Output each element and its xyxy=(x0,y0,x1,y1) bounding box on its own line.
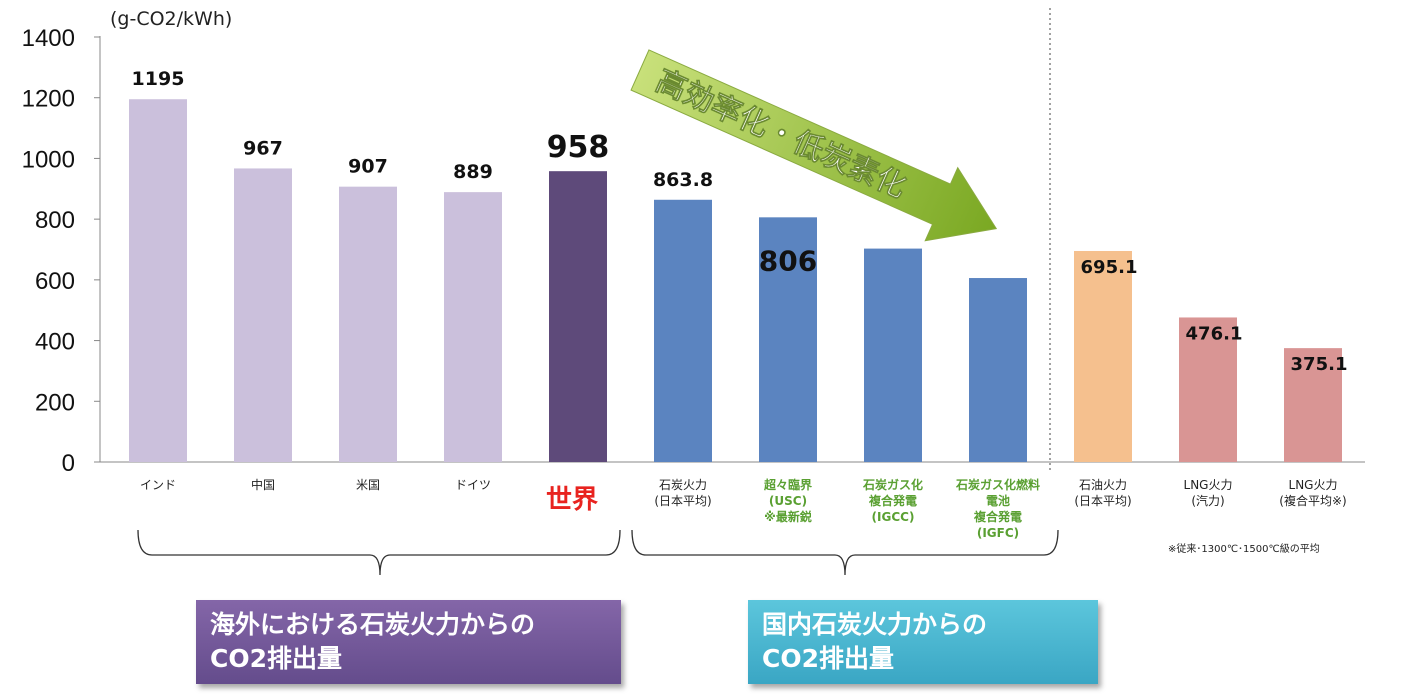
overseas-line2: CO2排出量 xyxy=(210,644,342,673)
bar xyxy=(234,168,292,463)
y-tick-label: 1200 xyxy=(22,86,75,113)
value-label: 967 xyxy=(243,137,283,159)
category-label: (IGFC) xyxy=(977,526,1019,540)
value-label: 907 xyxy=(348,156,388,178)
overseas-line1: 海外における石炭火力からの xyxy=(210,610,536,639)
y-tick-label: 1400 xyxy=(22,25,75,52)
category-label: (IGCC) xyxy=(872,510,915,524)
bar xyxy=(654,199,712,462)
bar xyxy=(1074,250,1132,462)
value-label: 375.1 xyxy=(1291,354,1348,375)
category-label: 石炭火力 xyxy=(659,478,707,492)
category-label: 複合発電 xyxy=(973,509,1022,524)
bar xyxy=(129,99,187,462)
y-tick-label: 800 xyxy=(35,207,75,234)
value-label: 1195 xyxy=(132,68,185,90)
y-tick-label: 600 xyxy=(35,268,75,295)
bar xyxy=(1284,348,1342,462)
category-label: 世界 xyxy=(546,485,598,515)
arrow-shape xyxy=(630,49,998,242)
category-label: インド xyxy=(140,478,176,492)
y-tick-label: 1000 xyxy=(22,146,75,173)
domestic-group-box: 国内石炭火力からの CO2排出量 xyxy=(748,600,1098,684)
category-label: 超々臨界 xyxy=(763,477,812,492)
category-label: 米国 xyxy=(356,478,380,492)
category-label: (汽力) xyxy=(1191,493,1224,508)
value-label: 863.8 xyxy=(653,169,713,191)
bar xyxy=(549,171,607,462)
value-label: 695.1 xyxy=(1081,257,1138,278)
y-tick-label: 0 xyxy=(62,450,75,477)
category-label: 石油火力 xyxy=(1079,478,1127,492)
bar xyxy=(759,217,817,462)
value-label: 476.1 xyxy=(1186,323,1243,344)
category-label: LNG火力 xyxy=(1184,478,1233,492)
bar xyxy=(1179,317,1237,462)
category-label: (複合平均※) xyxy=(1279,493,1346,508)
footnote: ※従来･1300℃･1500℃級の平均 xyxy=(1168,544,1320,555)
unit-label: (g-CO2/kWh) xyxy=(110,8,233,30)
category-label: (USC) xyxy=(769,494,807,508)
value-label: 806 xyxy=(759,244,817,277)
overseas-group-box: 海外における石炭火力からの CO2排出量 xyxy=(196,600,621,684)
category-label: ドイツ xyxy=(455,478,491,492)
category-label: (日本平均) xyxy=(654,494,711,508)
domestic-line2: CO2排出量 xyxy=(762,644,894,673)
y-tick-label: 400 xyxy=(35,329,75,356)
bar xyxy=(864,248,922,462)
value-label: 958 xyxy=(547,130,610,165)
domestic-line1: 国内石炭火力からの xyxy=(762,610,988,639)
category-label: (日本平均) xyxy=(1074,494,1131,508)
domestic-bracket xyxy=(631,529,1059,576)
category-label: 石炭ガス化 xyxy=(862,477,923,492)
bar xyxy=(969,278,1027,462)
category-label: 電池 xyxy=(986,493,1010,508)
y-tick-label: 200 xyxy=(35,389,75,416)
category-label: 複合発電 xyxy=(868,493,917,508)
category-label: 中国 xyxy=(251,477,275,492)
category-label: ※最新鋭 xyxy=(764,509,812,524)
value-label: 889 xyxy=(453,161,493,183)
category-label: 石炭ガス化燃料 xyxy=(955,477,1040,492)
category-label: LNG火力 xyxy=(1289,478,1338,492)
bar xyxy=(444,192,502,462)
overseas-bracket xyxy=(137,529,621,576)
bar xyxy=(339,186,397,463)
